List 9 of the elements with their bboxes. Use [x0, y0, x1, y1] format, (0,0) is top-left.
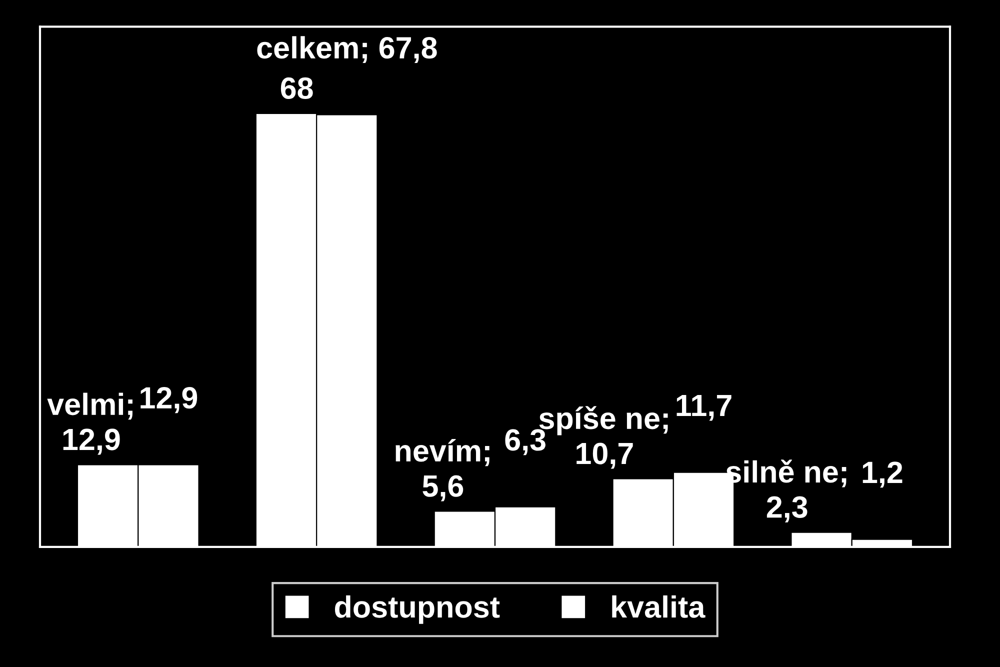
data-label: velmi; 12,9: [47, 392, 132, 455]
data-label: 11,7: [676, 394, 732, 421]
data-label: 12,9: [140, 387, 198, 414]
data-label: 68: [280, 77, 313, 100]
data-label: nevím; 5,6: [396, 439, 490, 502]
data-label: 1,2: [862, 462, 902, 488]
legend-label: dostupnost: [334, 595, 500, 624]
legend-label: kvalita: [612, 595, 706, 618]
data-label: celkem; 67,8: [257, 36, 437, 64]
